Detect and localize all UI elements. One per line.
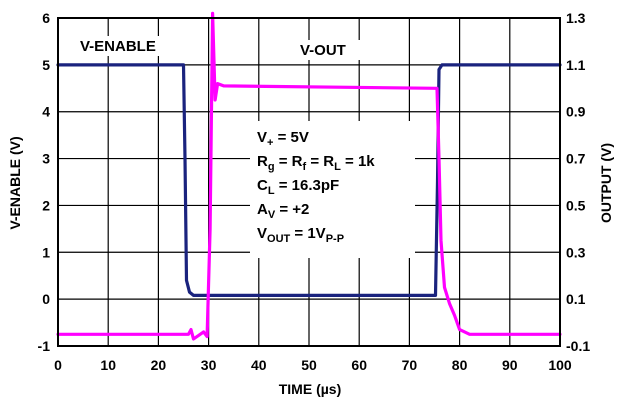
y-left-tick-label: 5	[42, 57, 50, 73]
y-right-tick-label: 0.3	[566, 244, 586, 260]
x-tick-labels: 0 10 20 30 40 50 60 70 80 90 100	[54, 357, 572, 373]
x-tick-label: 0	[54, 357, 62, 373]
condition-line: V+ = 5V	[257, 129, 309, 149]
condition-line: CL = 16.3pF	[257, 177, 339, 197]
y-left-axis-label: V-ENABLE (V)	[7, 136, 23, 229]
condition-line: AV = +2	[257, 201, 309, 221]
y-right-tick-label: 1.1	[566, 57, 586, 73]
x-tick-label: 60	[351, 357, 367, 373]
y-left-tick-label: 4	[42, 104, 50, 120]
series-line-v-out	[56, 11, 562, 341]
x-tick-label: 80	[452, 357, 468, 373]
y-right-tick-labels: -0.1 0.1 0.3 0.5 0.7 0.9 1.1 1.3	[566, 10, 590, 354]
x-tick-label: 10	[100, 357, 116, 373]
test-conditions: V+ = 5V Rg = Rf = RL = 1k CL = 16.3pF AV = …	[257, 129, 375, 245]
y-left-tick-label: 2	[42, 197, 50, 213]
y-left-tick-label: 6	[42, 10, 50, 26]
y-right-tick-label: -0.1	[566, 338, 590, 354]
y-right-tick-label: 0.5	[566, 197, 586, 213]
venable-series-label: V-ENABLE	[80, 38, 156, 55]
x-axis-label: TIME (µs)	[279, 381, 342, 397]
vout-series-label: V-OUT	[300, 42, 346, 59]
x-tick-label: 100	[548, 357, 572, 373]
y-right-tick-label: 1.3	[566, 10, 586, 26]
y-left-tick-label: 0	[42, 291, 50, 307]
condition-line: Rg = Rf = RL = 1k	[257, 153, 375, 173]
y-right-tick-label: 0.7	[566, 151, 586, 167]
y-right-tick-label: 0.1	[566, 291, 586, 307]
y-left-tick-labels: -1 0 1 2 3 4 5 6	[38, 10, 51, 354]
venable-label-bg	[76, 36, 176, 56]
y-left-tick-label: 3	[42, 151, 50, 167]
x-tick-label: 30	[201, 357, 217, 373]
x-tick-label: 70	[402, 357, 418, 373]
y-right-tick-label: 0.9	[566, 104, 586, 120]
x-tick-label: 40	[251, 357, 267, 373]
y-left-tick-label: -1	[38, 338, 51, 354]
series-line-v-enable	[56, 63, 562, 297]
conditions-box	[250, 121, 415, 258]
y-left-tick-label: 1	[42, 244, 50, 260]
x-tick-label: 50	[301, 357, 317, 373]
x-tick-label: 90	[502, 357, 518, 373]
traces	[56, 11, 562, 341]
x-tick-label: 20	[151, 357, 167, 373]
vout-label-bg	[296, 40, 366, 60]
y-right-axis-label: OUTPUT (V)	[598, 143, 614, 223]
condition-line: VOUT = 1VP-P	[257, 225, 344, 245]
plot-frame	[57, 17, 561, 347]
